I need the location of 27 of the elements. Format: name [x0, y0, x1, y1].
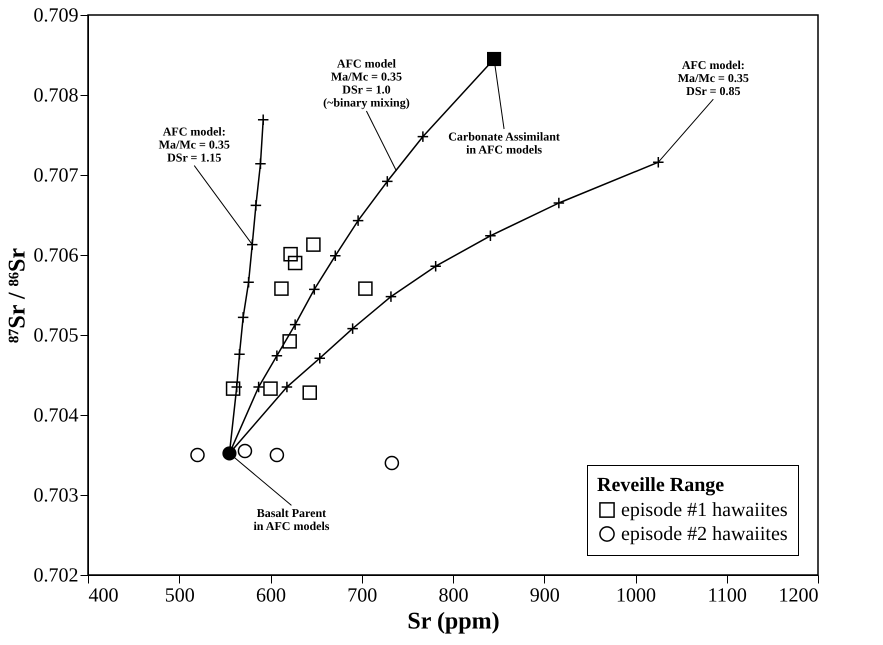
- x-tick-label: 700: [347, 584, 378, 606]
- y-tick-label: 0.702: [34, 564, 78, 586]
- annotation: AFC model Ma/Mc = 0.35 DSr = 1.0 (~binary mixing): [323, 56, 410, 110]
- x-tick-label: 1200: [778, 584, 818, 606]
- y-tick-label: 0.708: [34, 84, 78, 106]
- annotation: AFC model: Ma/Mc = 0.35 DSr = 0.85: [678, 58, 749, 98]
- x-tick-label: 900: [530, 584, 560, 606]
- annotation: AFC model: Ma/Mc = 0.35 DSr = 1.15: [158, 124, 230, 165]
- y-tick-label: 0.705: [34, 324, 78, 346]
- legend-label: episode #1 hawaiites: [621, 499, 788, 521]
- annotation: Basalt Parent in AFC models: [253, 506, 330, 533]
- x-tick-label: 1000: [616, 584, 656, 606]
- x-tick-label: 600: [256, 584, 286, 606]
- y-tick-label: 0.703: [34, 484, 78, 506]
- y-tick-label: 0.707: [34, 164, 78, 186]
- x-axis-title: Sr (ppm): [407, 608, 500, 634]
- y-tick-label: 0.704: [34, 404, 78, 426]
- legend-label: episode #2 hawaiites: [621, 523, 788, 545]
- x-tick-label: 1100: [708, 584, 747, 606]
- x-tick-label: 800: [438, 584, 468, 606]
- annotation: Carbonate Assimilant in AFC models: [448, 130, 560, 156]
- y-axis-title: ⁸⁷Sr / ⁸⁶Sr: [4, 248, 30, 344]
- legend-title: Reveille Range: [597, 474, 724, 496]
- x-tick-label: 400: [88, 584, 118, 606]
- y-tick-label: 0.709: [34, 4, 78, 26]
- y-tick-label: 0.706: [34, 244, 78, 266]
- x-tick-label: 500: [164, 584, 195, 606]
